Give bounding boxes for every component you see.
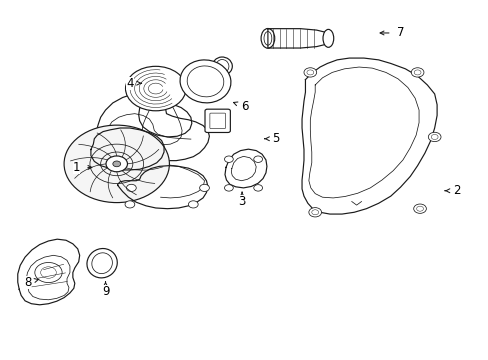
Circle shape — [64, 125, 169, 203]
Circle shape — [125, 66, 185, 111]
Circle shape — [306, 70, 313, 75]
Circle shape — [125, 201, 135, 208]
Circle shape — [413, 70, 420, 75]
Circle shape — [224, 156, 233, 162]
Circle shape — [113, 161, 121, 167]
Polygon shape — [18, 239, 80, 305]
Polygon shape — [267, 29, 328, 48]
Circle shape — [308, 208, 321, 217]
Circle shape — [311, 210, 318, 215]
Polygon shape — [91, 128, 163, 170]
Circle shape — [304, 68, 316, 77]
Circle shape — [253, 156, 262, 162]
Text: 8: 8 — [24, 276, 31, 289]
Circle shape — [413, 204, 426, 213]
Text: 4: 4 — [126, 77, 133, 90]
FancyBboxPatch shape — [204, 109, 230, 132]
Ellipse shape — [261, 28, 274, 48]
Text: 3: 3 — [238, 195, 245, 208]
Text: 2: 2 — [452, 184, 459, 197]
Text: 6: 6 — [240, 100, 248, 113]
Ellipse shape — [323, 30, 333, 47]
Polygon shape — [139, 74, 191, 137]
Ellipse shape — [180, 60, 230, 103]
Circle shape — [224, 185, 233, 191]
Text: 5: 5 — [272, 132, 279, 145]
Circle shape — [188, 201, 198, 208]
Circle shape — [430, 134, 437, 139]
Text: 7: 7 — [396, 27, 404, 40]
Polygon shape — [118, 166, 207, 209]
Circle shape — [427, 132, 440, 141]
Text: 9: 9 — [102, 285, 109, 298]
Circle shape — [253, 185, 262, 191]
Ellipse shape — [212, 57, 232, 75]
Circle shape — [410, 68, 423, 77]
Circle shape — [416, 206, 423, 211]
Polygon shape — [302, 58, 436, 214]
Polygon shape — [88, 93, 209, 189]
Circle shape — [126, 184, 136, 192]
Circle shape — [199, 184, 209, 192]
Polygon shape — [224, 149, 266, 188]
Circle shape — [106, 156, 127, 172]
Text: 1: 1 — [72, 161, 80, 174]
Ellipse shape — [87, 248, 117, 278]
